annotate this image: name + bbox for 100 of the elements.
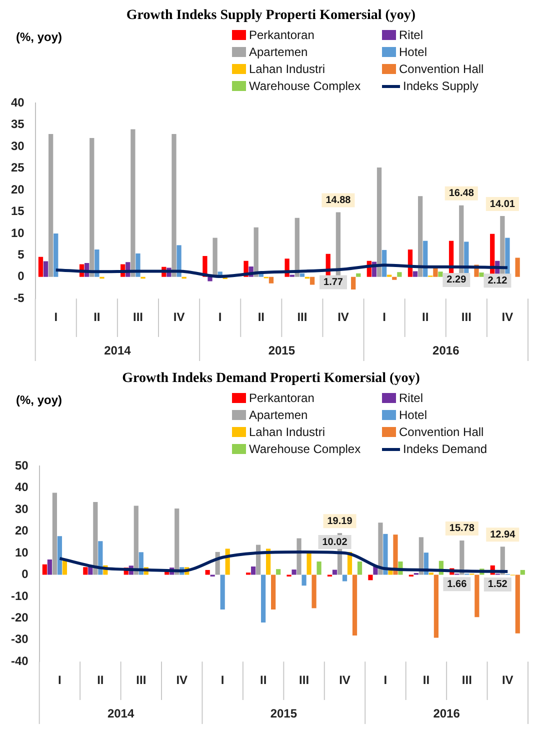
- bar: [172, 134, 176, 277]
- x-tick-label: III: [462, 673, 472, 688]
- x-tick-label: IV: [176, 673, 188, 688]
- bar: [174, 508, 180, 575]
- bar: [352, 574, 358, 636]
- bar: [368, 574, 373, 580]
- bar: [312, 574, 316, 608]
- x-tick-label: IV: [339, 673, 350, 688]
- x-tick-label: I: [382, 310, 386, 324]
- x-tick-label: II: [422, 310, 429, 324]
- legend-label: Warehouse Complex: [249, 442, 361, 456]
- bar: [300, 273, 305, 277]
- data-label: 19.19: [327, 516, 353, 527]
- bar: [57, 536, 62, 575]
- data-label: 14.01: [490, 198, 516, 210]
- x-tick-label: III: [297, 310, 308, 324]
- y-tick-label: -10: [11, 588, 29, 603]
- bar: [474, 574, 480, 618]
- text: 2015: [270, 706, 298, 720]
- data-label: 1.52: [488, 579, 508, 590]
- legend-label: Ritel: [399, 28, 424, 42]
- x-tick-label: I: [220, 673, 224, 688]
- bar: [93, 502, 98, 575]
- bar: [356, 273, 361, 277]
- bar: [98, 541, 103, 575]
- bar: [376, 167, 382, 277]
- y-tick-label: 10: [10, 226, 25, 240]
- bar: [460, 540, 464, 575]
- x-tick-label: I: [218, 310, 222, 324]
- bar: [392, 276, 397, 280]
- bar: [351, 276, 356, 290]
- y-tick-label: 5: [18, 247, 25, 262]
- y-tick-label: -30: [11, 632, 29, 646]
- y-tick-label: 35: [10, 117, 25, 132]
- bar: [251, 566, 256, 575]
- x-tick-label: III: [299, 673, 310, 688]
- bar: [397, 272, 402, 277]
- bar: [302, 574, 306, 586]
- bar: [418, 537, 424, 575]
- x-tick-label: I: [384, 673, 388, 688]
- legend-label: Hotel: [399, 408, 428, 422]
- y-tick-label: 25: [10, 160, 25, 175]
- bar: [268, 276, 274, 284]
- bar: [208, 276, 212, 282]
- data-label: 15.78: [449, 523, 475, 534]
- bar: [42, 564, 47, 575]
- legend-label: Apartemen: [249, 45, 308, 59]
- legend-label: Apartemen: [249, 408, 308, 422]
- bar: [332, 570, 338, 575]
- bar: [271, 574, 276, 610]
- bar: [90, 138, 94, 277]
- bar: [176, 245, 182, 277]
- x-tick-label: IV: [502, 310, 514, 324]
- data-label: 1.66: [447, 578, 468, 590]
- x-tick-label: III: [132, 310, 143, 324]
- legend-label: Indeks Supply: [403, 79, 478, 93]
- bar: [520, 570, 525, 575]
- text: 2014: [104, 343, 132, 358]
- chart-title: Growth Indeks Supply Properti Komersial (yoy): [125, 8, 417, 25]
- y-tick-label: -20: [11, 610, 29, 624]
- bar: [134, 506, 138, 575]
- bar: [438, 272, 443, 277]
- bar: [254, 227, 258, 277]
- bar: [261, 574, 266, 623]
- data-label: 2.12: [488, 275, 508, 286]
- y-tick-label: 0: [22, 567, 29, 582]
- legend-label: Convention Hall: [399, 62, 484, 76]
- x-tick-label: I: [58, 673, 62, 688]
- bar: [294, 218, 300, 277]
- bar: [515, 258, 520, 277]
- y-tick-label: 10: [14, 545, 29, 560]
- legend-label: Hotel: [399, 45, 428, 59]
- bar: [212, 238, 218, 277]
- legend-label: Lahan Industri: [249, 425, 326, 439]
- y-tick-label: -5: [14, 290, 25, 305]
- bar: [310, 276, 315, 285]
- bar: [83, 567, 88, 575]
- x-tick-label: III: [136, 673, 146, 688]
- x-tick-label: II: [258, 310, 264, 324]
- bar: [383, 534, 388, 575]
- legend-label: Perkantoran: [249, 391, 314, 405]
- bar: [412, 271, 418, 277]
- text: 2016: [433, 706, 460, 720]
- data-label: 14.88: [326, 195, 352, 206]
- bar: [378, 522, 383, 575]
- x-tick-label: IV: [173, 310, 185, 324]
- bar: [292, 570, 296, 575]
- bar: [393, 534, 398, 575]
- x-tick-label: II: [94, 310, 100, 324]
- y-axis-title: (%, yoy): [15, 392, 62, 407]
- text: 2014: [107, 706, 134, 720]
- bar: [47, 560, 52, 575]
- bar: [205, 570, 210, 575]
- bar: [479, 272, 484, 277]
- bar: [62, 560, 68, 575]
- data-label: 16.48: [448, 188, 474, 200]
- bar: [357, 562, 362, 575]
- x-tick-label: II: [97, 673, 104, 688]
- bar: [54, 233, 58, 277]
- y-tick-label: 15: [10, 204, 25, 218]
